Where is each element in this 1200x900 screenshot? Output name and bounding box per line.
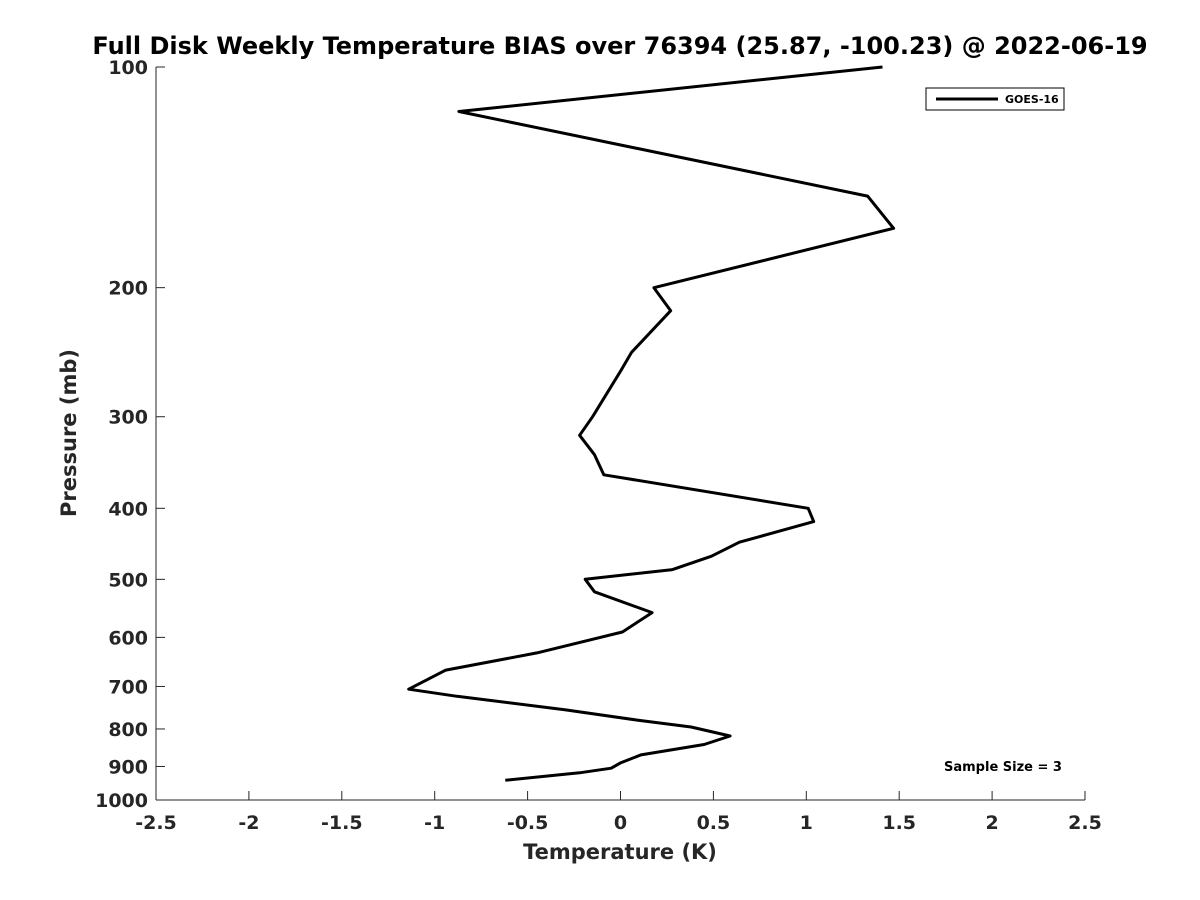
series-layer bbox=[407, 65, 896, 782]
x-tick-label: 2.5 bbox=[1068, 812, 1102, 834]
x-tick-label: -1.5 bbox=[321, 812, 363, 834]
y-axis-ticks: 100 200 300 400 500 600 700 800 900 1000 bbox=[95, 57, 165, 812]
chart-title: Full Disk Weekly Temperature BIAS over 7… bbox=[92, 32, 1147, 60]
y-tick-label: 700 bbox=[108, 676, 148, 698]
legend-label-goes-16: GOES-16 bbox=[1005, 93, 1059, 106]
series-line-goes-16 bbox=[407, 65, 896, 782]
x-tick-label: -1 bbox=[424, 812, 445, 834]
x-tick-label: 1 bbox=[800, 812, 813, 834]
y-tick-label: 900 bbox=[108, 756, 148, 778]
sample-size-annotation: Sample Size = 3 bbox=[944, 760, 1062, 775]
x-axis-ticks: -2.5 -2 -1.5 -1 -0.5 0 0.5 1 1.5 2 2.5 bbox=[135, 791, 1102, 834]
x-tick-label: 2 bbox=[985, 812, 998, 834]
x-tick-label: -0.5 bbox=[507, 812, 549, 834]
y-tick-label: 400 bbox=[108, 498, 148, 520]
legend: GOES-16 bbox=[925, 87, 1065, 111]
x-tick-label: -2 bbox=[238, 812, 259, 834]
y-tick-label: 500 bbox=[108, 569, 148, 591]
y-tick-label: 1000 bbox=[95, 790, 148, 812]
x-tick-label: 1.5 bbox=[882, 812, 916, 834]
y-axis-label: Pressure (mb) bbox=[57, 349, 81, 517]
x-tick-label: 0.5 bbox=[697, 812, 731, 834]
y-tick-label: 800 bbox=[108, 719, 148, 741]
x-tick-label: 0 bbox=[614, 812, 627, 834]
y-tick-label: 300 bbox=[108, 407, 148, 429]
y-tick-label: 600 bbox=[108, 627, 148, 649]
x-tick-label: -2.5 bbox=[135, 812, 177, 834]
y-tick-label: 100 bbox=[108, 57, 148, 79]
y-tick-label: 200 bbox=[108, 278, 148, 300]
x-axis-label: Temperature (K) bbox=[523, 840, 717, 864]
